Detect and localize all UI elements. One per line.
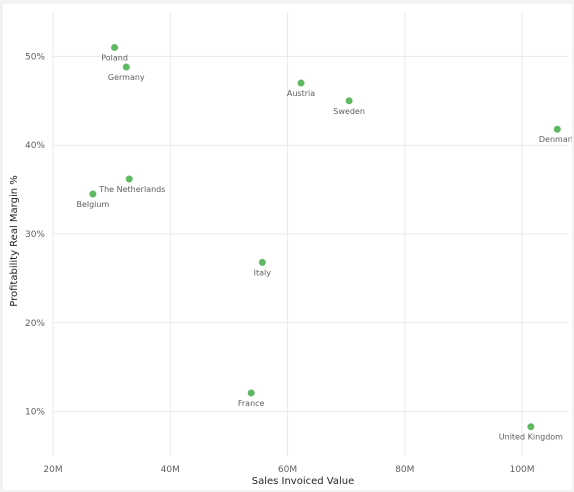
point-label: The Netherlands — [98, 185, 165, 194]
x-tick-label: 20M — [43, 465, 62, 475]
scatter-chart: 20M 40M 60M 80M 100M 10% 20% 30% 40% 50% Poland Ge… — [9, 12, 572, 487]
data-point[interactable] — [297, 79, 305, 87]
grid-layer — [52, 12, 569, 456]
data-point[interactable] — [247, 389, 255, 397]
data-point[interactable] — [553, 125, 561, 133]
x-tick-label: 60M — [278, 465, 297, 475]
tick-layer: 20M 40M 60M 80M 100M 10% 20% 30% 40% 50% — [25, 52, 535, 475]
point-label: Austria — [287, 89, 315, 98]
x-tick-label: 100M — [510, 465, 535, 475]
y-axis-title: Profitability Real Margin % — [9, 175, 20, 306]
y-tick-label: 30% — [25, 230, 45, 240]
y-tick-label: 10% — [25, 408, 45, 418]
y-tick-label: 50% — [25, 52, 45, 62]
data-point[interactable] — [111, 44, 119, 52]
point-label: Poland — [101, 54, 128, 63]
y-tick-label: 20% — [25, 319, 45, 329]
point-label: Denmark — [539, 135, 572, 144]
data-point[interactable] — [345, 97, 353, 105]
point-label: Belgium — [76, 200, 109, 209]
data-point[interactable] — [89, 190, 97, 198]
data-point[interactable] — [258, 258, 266, 266]
data-point[interactable] — [125, 175, 133, 183]
chart-frame: 20M 40M 60M 80M 100M 10% 20% 30% 40% 50% Poland Ge… — [3, 4, 572, 490]
label-layer: Poland Germany Austria Sweden Denmark The Net… — [76, 54, 572, 442]
x-tick-label: 40M — [161, 465, 180, 475]
data-point[interactable] — [122, 63, 130, 71]
x-axis-title: Sales Invoiced Value — [252, 476, 355, 487]
point-label: Germany — [108, 73, 145, 82]
point-label: France — [238, 399, 265, 408]
point-label: Sweden — [333, 107, 365, 116]
point-layer — [89, 44, 561, 431]
data-point[interactable] — [527, 423, 535, 431]
x-tick-label: 80M — [395, 465, 414, 475]
point-label: Italy — [254, 268, 272, 277]
y-tick-label: 40% — [25, 141, 45, 151]
point-label: United Kingdom — [499, 433, 563, 442]
